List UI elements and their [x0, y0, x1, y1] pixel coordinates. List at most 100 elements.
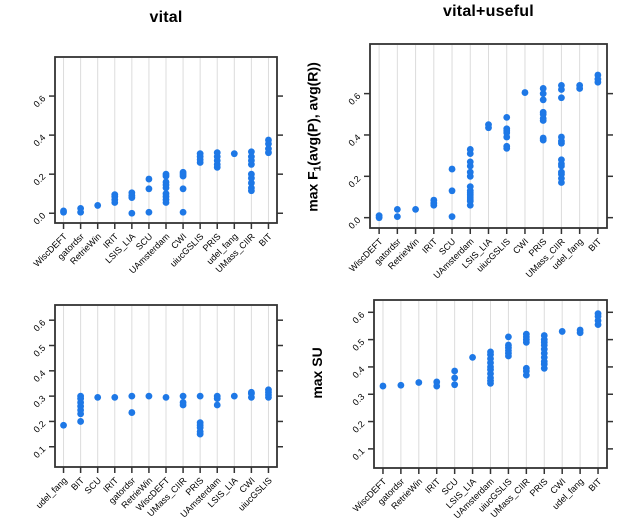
- data-point: [128, 209, 136, 217]
- y-tick-label: 0.4: [31, 368, 47, 384]
- data-point: [77, 204, 85, 212]
- data-point: [179, 392, 187, 400]
- y-tick-label: 0.5: [31, 343, 47, 359]
- data-point: [179, 399, 187, 406]
- data-point: [558, 168, 565, 176]
- data-point: [594, 310, 602, 318]
- data-point: [145, 208, 153, 216]
- data-point: [162, 393, 170, 401]
- y-tick-label: 0.6: [31, 93, 47, 109]
- y-tick-label: 0.6: [346, 91, 362, 107]
- data-point: [128, 392, 136, 400]
- data-point: [558, 81, 565, 89]
- data-point: [505, 333, 512, 341]
- data-point: [558, 156, 565, 164]
- data-point: [487, 348, 494, 356]
- data-point: [558, 328, 566, 335]
- data-point: [503, 142, 511, 150]
- data-point: [247, 388, 255, 396]
- data-point: [451, 367, 459, 375]
- data-point: [503, 113, 511, 121]
- data-point: [412, 205, 419, 213]
- data-point: [539, 85, 547, 92]
- y-tick-label: 0.0: [31, 211, 47, 227]
- y-tick-label: 0.6: [350, 310, 366, 326]
- data-point: [145, 392, 153, 400]
- data-point: [576, 81, 584, 89]
- data-point: [111, 191, 119, 199]
- data-point: [539, 96, 547, 104]
- data-point: [179, 168, 187, 176]
- data-point: [145, 185, 153, 193]
- panel-bottom-right: 0.10.20.30.40.50.6WiscDEFTgatordsrRetrie…: [350, 299, 613, 521]
- data-point: [451, 381, 459, 389]
- y-tick-label: 0.6: [31, 318, 47, 334]
- data-point: [448, 213, 456, 221]
- data-point: [94, 393, 102, 401]
- data-point: [128, 409, 136, 416]
- y-tick-label: 0.2: [350, 419, 366, 435]
- data-point: [539, 134, 547, 142]
- x-tick-label: SCU: [83, 475, 104, 496]
- data-point: [247, 184, 255, 192]
- data-point: [77, 418, 85, 425]
- data-point: [213, 149, 221, 157]
- data-point: [265, 136, 272, 144]
- data-point: [247, 148, 255, 156]
- data-point: [397, 381, 405, 389]
- y-tick-label: 0.1: [31, 444, 47, 460]
- data-point: [466, 168, 474, 176]
- data-point: [393, 213, 401, 221]
- y-tick-label: 0.2: [31, 419, 47, 435]
- y-tick-label: 0.4: [346, 132, 362, 148]
- data-point: [451, 374, 459, 382]
- data-point: [558, 94, 565, 102]
- x-tick-label: BIT: [586, 236, 603, 253]
- data-point: [247, 170, 255, 178]
- data-point: [503, 125, 511, 133]
- y-tick-label: 0.0: [346, 215, 362, 231]
- data-point: [230, 150, 238, 158]
- data-point: [433, 378, 441, 386]
- data-point: [196, 419, 204, 427]
- data-point: [247, 179, 255, 187]
- x-tick-label: IRIT: [420, 236, 439, 255]
- data-point: [485, 121, 492, 129]
- data-point: [162, 170, 170, 178]
- panel-title-vital: vital: [149, 9, 183, 26]
- x-tick-label: BIT: [257, 231, 274, 248]
- data-point: [594, 71, 602, 79]
- data-point: [448, 187, 456, 195]
- data-point: [162, 190, 170, 198]
- y-tick-label: 0.5: [350, 337, 366, 353]
- data-point: [558, 133, 565, 141]
- data-point: [466, 183, 474, 191]
- data-point: [539, 90, 547, 98]
- data-point: [521, 89, 529, 96]
- data-point: [448, 165, 456, 173]
- data-point: [379, 382, 387, 390]
- data-point: [522, 364, 530, 372]
- data-point: [60, 207, 67, 215]
- data-point: [469, 353, 476, 361]
- panel-top-left: 0.00.20.40.6WiscDEFTgatordsrRetrieWinIRI…: [31, 56, 283, 276]
- y-tick-label: 0.3: [350, 392, 366, 408]
- data-point: [505, 341, 512, 349]
- data-point: [430, 196, 438, 204]
- x-tick-label: udel_fang: [34, 475, 69, 510]
- panel-title-vital-useful: vital+useful: [443, 3, 534, 20]
- data-point: [94, 202, 102, 209]
- y-tick-label: 0.4: [31, 132, 47, 148]
- data-point: [265, 386, 272, 394]
- data-point: [415, 379, 423, 386]
- data-point: [247, 153, 255, 161]
- data-point: [265, 145, 272, 153]
- data-point: [162, 178, 170, 186]
- y-tick-label: 0.4: [350, 364, 366, 380]
- data-point: [213, 401, 221, 409]
- data-point: [128, 189, 136, 197]
